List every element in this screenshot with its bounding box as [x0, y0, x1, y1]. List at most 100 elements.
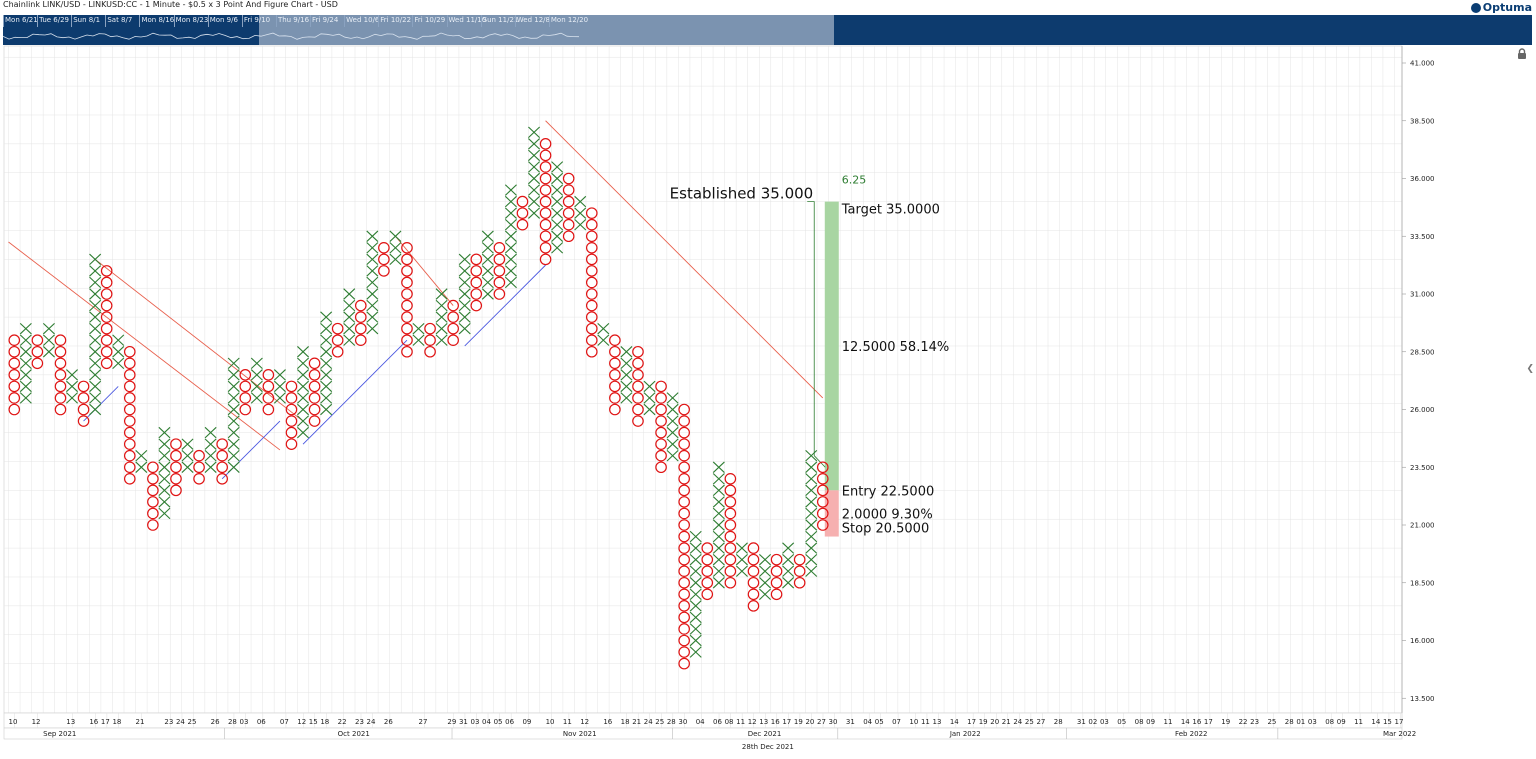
x-tick-label: 10 — [909, 718, 918, 726]
x-mark — [481, 265, 494, 277]
x-tick-label: 10 — [546, 718, 555, 726]
pf-column-x — [66, 369, 79, 404]
x-mark — [204, 450, 217, 462]
pf-column-o — [655, 380, 667, 474]
x-tick-label: 23 — [1250, 718, 1259, 726]
x-mark — [574, 207, 587, 219]
x-tick-label: 11 — [921, 718, 930, 726]
navigator-window[interactable] — [259, 15, 834, 45]
o-mark — [724, 565, 737, 577]
o-mark — [123, 415, 136, 427]
navigator-date-label: Wed 12/8 — [516, 16, 550, 24]
trendline — [395, 235, 454, 306]
x-mark — [574, 195, 587, 208]
x-mark — [759, 577, 772, 589]
o-mark — [609, 392, 621, 404]
o-mark — [193, 472, 205, 485]
o-mark — [632, 392, 644, 404]
y-tick-label: 41.000 — [1410, 60, 1435, 68]
pf-column-x — [805, 450, 818, 577]
o-mark — [100, 357, 113, 370]
x-mark — [181, 450, 194, 462]
x-mark — [712, 577, 725, 589]
pf-column-o — [447, 299, 459, 346]
x-mark — [112, 334, 125, 346]
x-mark — [227, 450, 240, 462]
pf-column-o — [562, 172, 575, 243]
x-mark — [366, 311, 379, 323]
x-mark — [112, 346, 125, 358]
x-mark — [227, 380, 240, 393]
navigator-tick — [71, 15, 73, 27]
x-mark — [504, 195, 517, 208]
navigator-tick — [105, 15, 107, 27]
x-mark — [227, 438, 240, 450]
pf-column-x — [273, 369, 286, 404]
pf-column-x — [574, 195, 587, 231]
o-mark — [424, 322, 436, 335]
x-mark — [227, 403, 240, 416]
pf-column-o — [701, 542, 714, 601]
o-mark — [585, 299, 598, 312]
x-mark — [504, 242, 517, 254]
o-mark — [331, 322, 344, 335]
pf-column-x — [297, 346, 310, 439]
o-mark — [747, 553, 760, 566]
x-mark — [735, 565, 748, 577]
x-mark — [320, 380, 333, 393]
pf-column-x — [528, 126, 541, 219]
collapse-panel-icon[interactable]: ❮ — [1526, 364, 1534, 374]
x-mark — [250, 369, 263, 381]
x-mark — [712, 519, 725, 531]
o-mark — [8, 380, 21, 393]
pf-column-o — [147, 461, 159, 531]
o-mark — [585, 311, 598, 323]
o-mark — [816, 484, 829, 497]
x-tick-label: 18 — [112, 718, 121, 726]
x-mark — [181, 438, 194, 450]
x-mark — [528, 172, 541, 185]
o-mark — [770, 565, 783, 577]
navigator-tick — [412, 15, 414, 27]
x-tick-label: 19 — [1221, 718, 1230, 726]
o-mark — [8, 392, 21, 404]
o-mark — [539, 138, 552, 150]
x-mark — [19, 322, 32, 335]
o-mark — [100, 345, 113, 358]
x-mark — [89, 392, 102, 404]
x-mark — [458, 276, 471, 289]
o-mark — [770, 553, 783, 566]
pf-column-x — [666, 392, 679, 462]
o-mark — [170, 484, 182, 497]
x-tick-label: 24 — [644, 718, 653, 726]
o-mark — [701, 553, 714, 566]
navigator-bar[interactable]: Mon 6/21 Tue 6/29 Sun 8/1 Sat 8/7 Mon 8/16 Mo… — [3, 15, 1532, 45]
o-mark — [632, 403, 644, 416]
trendline — [83, 386, 119, 422]
o-mark — [539, 184, 552, 196]
o-mark — [123, 380, 136, 393]
x-mark — [712, 553, 725, 566]
lock-icon[interactable] — [1516, 48, 1528, 60]
o-mark — [632, 415, 644, 427]
o-mark — [100, 322, 113, 335]
pf-column-o — [100, 265, 113, 370]
x-mark — [620, 392, 633, 404]
o-mark — [470, 299, 483, 312]
x-mark — [19, 392, 32, 404]
o-mark — [262, 380, 275, 393]
optuma-logo: Optuma — [1470, 1, 1532, 14]
x-tick-label: 10 — [9, 718, 18, 726]
o-mark — [77, 380, 90, 393]
o-mark — [816, 472, 829, 485]
x-mark — [297, 369, 310, 381]
o-mark — [285, 403, 298, 416]
o-mark — [123, 426, 136, 439]
pf-column-o — [123, 345, 136, 485]
o-mark — [308, 415, 321, 427]
x-axis: 10 12 13 16 17 18 21 23 24 25 26 28 03 06 07 12 15 18 22 23… — [3, 712, 1416, 751]
navigator-date-label: Fri 9/24 — [312, 16, 339, 24]
x-tick-label: 25 — [188, 718, 197, 726]
pf-column-o — [424, 322, 436, 358]
